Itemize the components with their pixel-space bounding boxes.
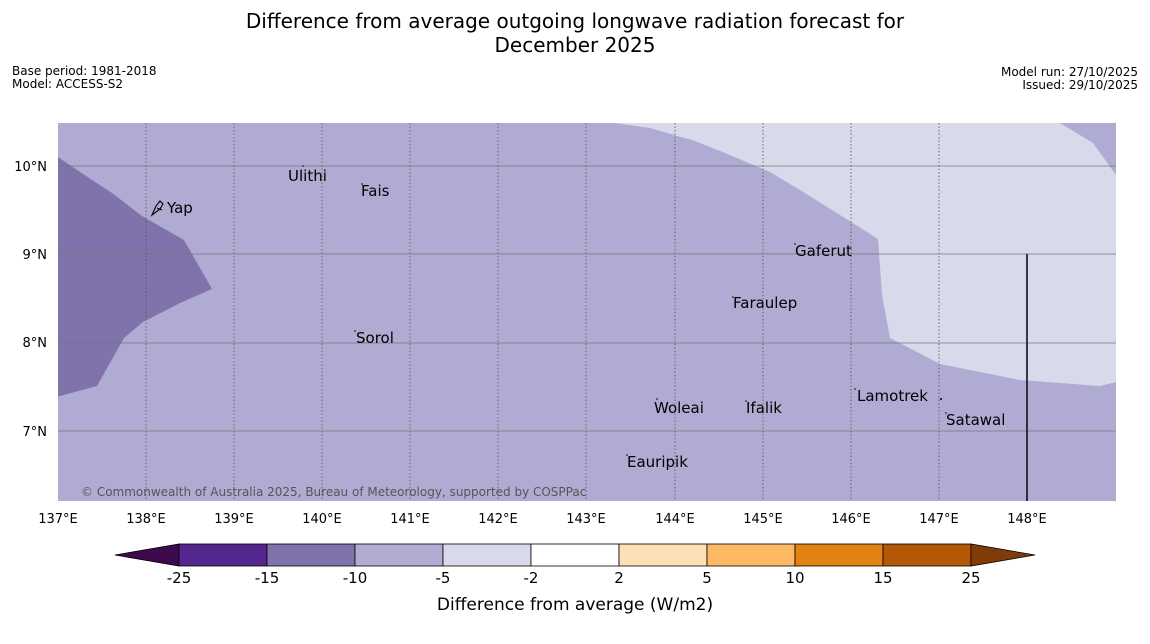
colorbar-bin-7 bbox=[706, 543, 796, 567]
island-dot-sorol bbox=[354, 330, 356, 332]
island-dot-eauripik bbox=[626, 454, 628, 456]
colorbar-tick-15: 15 bbox=[873, 569, 892, 587]
place-woleai: Woleai bbox=[654, 399, 704, 417]
place-faraulep: Faraulep bbox=[733, 294, 797, 312]
colorbar-bin-4 bbox=[442, 543, 532, 567]
lon-gridlines bbox=[145, 123, 940, 501]
copyright-text: © Commonwealth of Australia 2025, Bureau… bbox=[81, 485, 586, 499]
title-line-1: Difference from average outgoing longwav… bbox=[245, 9, 905, 33]
title-line-2: December 2025 bbox=[494, 33, 656, 57]
island-dot-fais bbox=[361, 183, 363, 185]
colorbar-over-arrow bbox=[970, 543, 1036, 567]
lon-label-140E: 140°E bbox=[302, 512, 342, 527]
colorbar-bin-6 bbox=[618, 543, 708, 567]
field-light-lavender bbox=[615, 123, 1116, 386]
colorbar-tick-m25: -25 bbox=[167, 569, 192, 587]
model-text: Model: ACCESS-S2 bbox=[12, 77, 124, 91]
lat-label-10N: 10°N bbox=[14, 160, 47, 175]
colorbar-label: Difference from average (W/m2) bbox=[437, 595, 713, 615]
lon-label-145E: 145°E bbox=[743, 512, 783, 527]
base-period-text: Base period: 1981-2018 bbox=[12, 64, 157, 78]
colorbar-tick-m2: -2 bbox=[524, 569, 539, 587]
island-dot-faraulep bbox=[732, 296, 734, 298]
place-ifalik: Ifalik bbox=[746, 399, 782, 417]
colorbar-tick-2: 2 bbox=[614, 569, 624, 587]
place-sorol: Sorol bbox=[356, 329, 394, 347]
lat-label-8N: 8°N bbox=[23, 336, 48, 351]
place-fais: Fais bbox=[361, 182, 390, 200]
lon-label-144E: 144°E bbox=[655, 512, 695, 527]
colorbar-tick-25: 25 bbox=[961, 569, 980, 587]
lon-label-139E: 139°E bbox=[214, 512, 254, 527]
model-run-text: Model run: 27/10/2025 bbox=[1000, 65, 1138, 79]
colorbar bbox=[114, 543, 1036, 567]
lon-label-137E: 137°E bbox=[38, 512, 78, 527]
lat-label-9N: 9°N bbox=[23, 248, 48, 263]
lon-label-147E: 147°E bbox=[919, 512, 959, 527]
base-info: Base period: 1981-2018 Model: ACCESS-S2 bbox=[12, 65, 157, 91]
colorbar-bin-8 bbox=[794, 543, 884, 567]
place-eauripik: Eauripik bbox=[627, 453, 688, 471]
island-dot-lamotrek bbox=[854, 388, 856, 390]
colorbar-tick-m15: -15 bbox=[255, 569, 280, 587]
colorbar-bin-3 bbox=[354, 543, 444, 567]
place-lamotrek: Lamotrek bbox=[857, 387, 928, 405]
place-gaferut: Gaferut bbox=[795, 242, 852, 260]
lon-label-148E: 148°E bbox=[1007, 512, 1047, 527]
place-ulithi: Ulithi bbox=[288, 167, 327, 185]
colorbar-under-arrow bbox=[114, 543, 180, 567]
colorbar-tick-10: 10 bbox=[785, 569, 804, 587]
island-dot-ifalik bbox=[745, 400, 747, 402]
lon-label-138E: 138°E bbox=[126, 512, 166, 527]
map-area: Ulithi Fais Yap Gaferut Faraulep Sorol L… bbox=[58, 123, 1116, 501]
colorbar-tick-5: 5 bbox=[702, 569, 712, 587]
field-dark-purple bbox=[58, 157, 212, 396]
island-dot-satawal bbox=[945, 412, 947, 414]
colorbar-bin-5 bbox=[530, 543, 620, 567]
place-yap: Yap bbox=[166, 199, 193, 217]
lon-label-146E: 146°E bbox=[831, 512, 871, 527]
yap-island-outline bbox=[150, 200, 164, 217]
issued-text: Issued: 29/10/2025 bbox=[1022, 78, 1138, 92]
lon-label-142E: 142°E bbox=[478, 512, 518, 527]
chart-title: Difference from average outgoing longwav… bbox=[0, 9, 1150, 57]
run-info: Model run: 27/10/2025 Issued: 29/10/2025 bbox=[1001, 66, 1138, 92]
island-dot-ulithi bbox=[302, 165, 304, 167]
island-dot-lamotrek-east bbox=[940, 398, 942, 400]
island-dot-woleai bbox=[656, 398, 658, 400]
colorbar-tick-m5: -5 bbox=[436, 569, 451, 587]
island-dots bbox=[302, 165, 947, 456]
colorbar-bin-2 bbox=[266, 543, 356, 567]
lon-label-141E: 141°E bbox=[390, 512, 430, 527]
island-dot-gaferut bbox=[794, 243, 796, 245]
lat-label-7N: 7°N bbox=[23, 425, 48, 440]
colorbar-tick-m10: -10 bbox=[343, 569, 368, 587]
colorbar-bin-9 bbox=[882, 543, 972, 567]
colorbar-bin-1 bbox=[178, 543, 268, 567]
place-satawal: Satawal bbox=[946, 411, 1005, 429]
lon-label-143E: 143°E bbox=[566, 512, 606, 527]
